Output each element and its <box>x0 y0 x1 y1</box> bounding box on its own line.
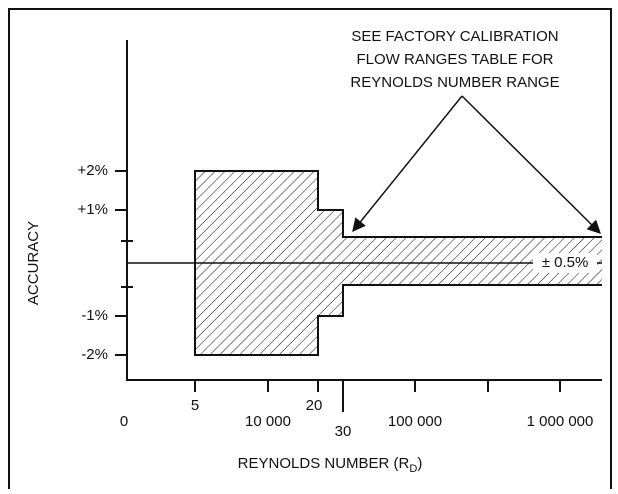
y-label: +1% <box>78 201 108 218</box>
x-axis-label-text: REYNOLDS NUMBER (R <box>238 455 410 472</box>
y-ticks <box>115 170 133 356</box>
x-axis-label: REYNOLDS NUMBER (RD) <box>238 455 423 475</box>
x-label: 1 000 000 <box>527 413 594 430</box>
y-axis-label: ACCURACY <box>25 221 42 305</box>
label-bg <box>533 253 597 273</box>
y-label: -1% <box>81 307 108 324</box>
annotation: SEE FACTORY CALIBRATION <box>351 28 558 45</box>
frame <box>8 8 612 489</box>
arrow <box>461 95 601 234</box>
x-label: 0 <box>120 413 128 430</box>
annotation: REYNOLDS NUMBER RANGE <box>350 74 559 91</box>
band-label: ± 0.5% <box>542 254 589 271</box>
x-label: 30 <box>335 423 352 440</box>
y-label: -2% <box>81 346 108 363</box>
annotation: FLOW RANGES TABLE FOR <box>357 51 554 68</box>
x-label: 5 <box>191 397 199 414</box>
x-axis-label-subscript: D <box>409 463 417 475</box>
x-label: 100 000 <box>388 413 442 430</box>
x-label: 10 000 <box>245 413 291 430</box>
x-ticks <box>194 380 561 412</box>
x-axis-label-suffix: ) <box>417 455 422 472</box>
x-label: 20 <box>306 397 323 414</box>
y-label: +2% <box>78 162 108 179</box>
arrow <box>352 95 463 233</box>
